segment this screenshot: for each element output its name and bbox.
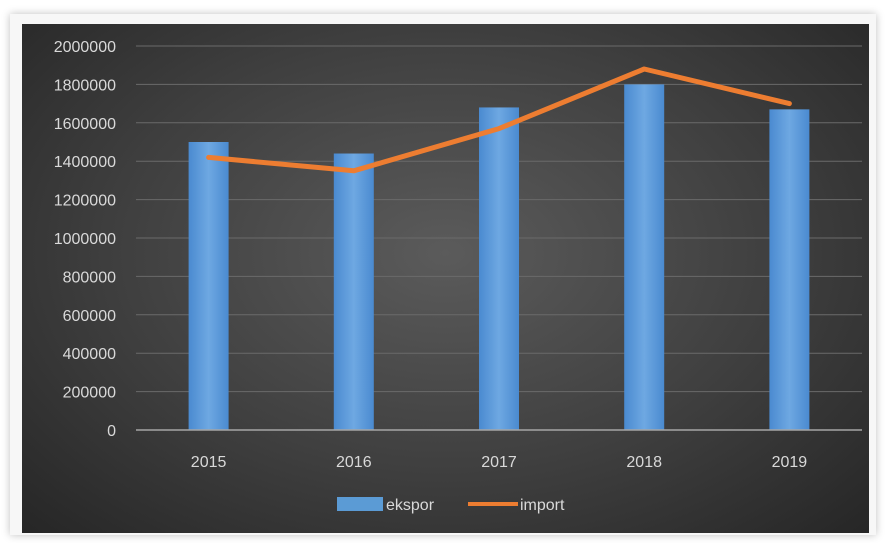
legend-swatch-ekspor	[337, 497, 383, 511]
y-tick-label: 1200000	[54, 193, 116, 210]
y-tick-label: 800000	[63, 269, 116, 286]
bar-ekspor-2018	[624, 84, 665, 431]
y-tick-label: 200000	[63, 385, 116, 402]
y-tick-label: 1600000	[54, 116, 116, 133]
x-tick-label: 2016	[336, 454, 372, 471]
bar-ekspor-2016	[333, 153, 374, 430]
y-tick-label: 600000	[63, 308, 116, 325]
x-tick-label: 2017	[481, 454, 517, 471]
x-axis-tick-labels: 2015 2016 2017 2018 2019	[191, 454, 807, 471]
y-tick-label: 1400000	[54, 154, 116, 171]
bar-ekspor-2019	[769, 109, 810, 431]
bar-ekspor-2015	[188, 142, 229, 430]
series-line-import	[206, 66, 792, 174]
y-tick-label: 1800000	[54, 77, 116, 94]
y-tick-label: 0	[107, 423, 116, 440]
x-tick-label: 2015	[191, 454, 227, 471]
legend-label-ekspor: ekspor	[386, 497, 435, 514]
bar-ekspor-2017	[479, 107, 519, 430]
ekspor-bars	[188, 84, 810, 431]
y-tick-label: 2000000	[54, 39, 116, 56]
legend: ekspor import	[337, 497, 565, 514]
y-tick-label: 1000000	[54, 231, 116, 248]
chart-background	[22, 24, 869, 533]
y-axis-tick-labels: 0 200000 400000 600000 800000 1000000 1200000 1…	[54, 39, 116, 440]
import-line	[206, 66, 792, 174]
legend-label-import: import	[520, 497, 565, 514]
x-tick-label: 2019	[772, 454, 808, 471]
y-tick-label: 400000	[63, 346, 116, 363]
x-tick-label: 2018	[626, 454, 662, 471]
